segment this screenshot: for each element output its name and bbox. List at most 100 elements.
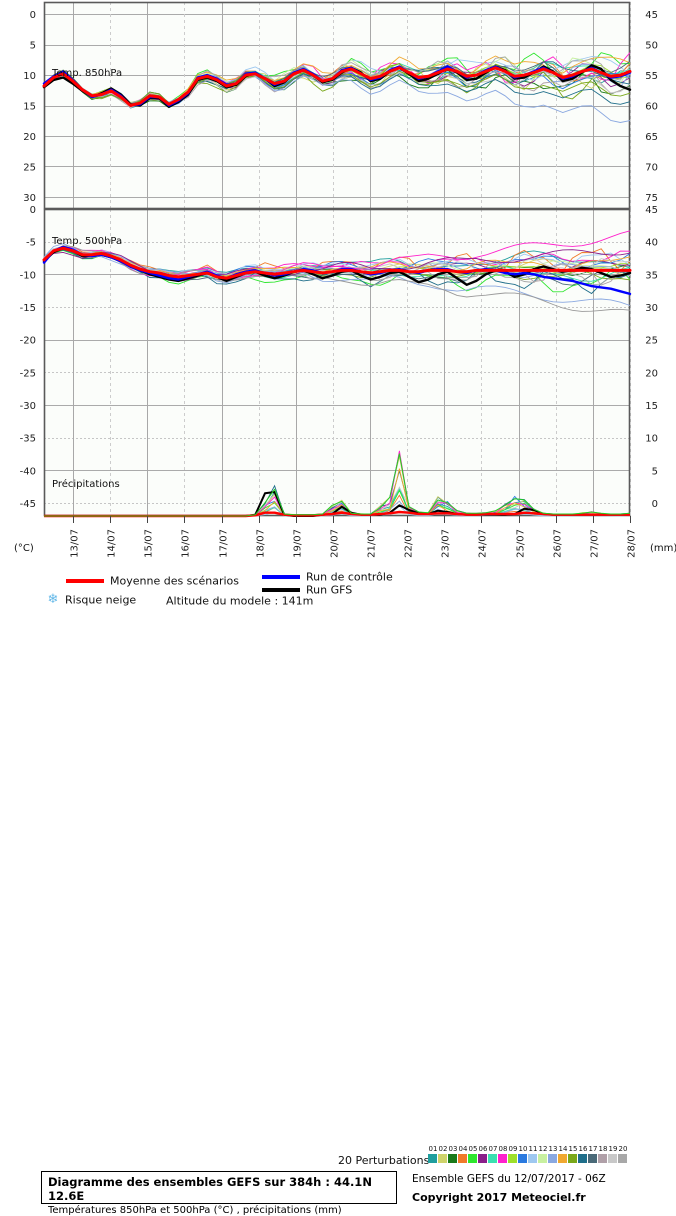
perturbation-number: 20 [618, 1145, 628, 1153]
legend-perturbations-block: 01 02 03 04 05 06 07 08 09 10 11 12 13 14 15 16 17 18 19 20 [428, 1145, 628, 1163]
chart-canvas: 302520151050757065605550450-5-10-15-20-2… [14, 1, 676, 558]
perturbation-swatch [548, 1154, 557, 1163]
perturbation-swatch [468, 1154, 477, 1163]
date-tick-label: 14/07 [107, 529, 118, 558]
legend-gfs-swatch [262, 588, 300, 592]
perturbation-swatch [618, 1154, 627, 1163]
axis-tick-label: 30 [645, 303, 658, 314]
axis-tick-label: 50 [645, 41, 658, 52]
legend-area: Moyenne des scénarios Run de contrôle Ru… [0, 567, 676, 1216]
perturbation-number: 04 [458, 1145, 468, 1153]
axis-tick-label: 40 [645, 238, 658, 249]
perturbation-number: 10 [518, 1145, 528, 1153]
axis-tick-label: -25 [20, 368, 36, 379]
perturbation-swatch [538, 1154, 547, 1163]
perturbation-number: 13 [548, 1145, 558, 1153]
temp-850hpa-panel-label: Temp. 850hPa [51, 68, 122, 79]
perturbation-number: 03 [448, 1145, 458, 1153]
perturbation-swatch [598, 1154, 607, 1163]
legend-perturbations-label: 20 Perturbations [338, 1154, 430, 1167]
legend-altitude-label: Altitude du modele : 141m [166, 594, 314, 608]
perturbation-swatch [528, 1154, 537, 1163]
axis-tick-label: 65 [645, 132, 658, 143]
axis-tick-label: 35 [645, 270, 658, 281]
date-tick-label: 13/07 [70, 529, 81, 558]
perturbation-swatch [498, 1154, 507, 1163]
perturbation-number: 08 [498, 1145, 508, 1153]
axis-tick-label: 10 [645, 434, 658, 445]
legend-snow-label: Risque neige [65, 593, 137, 607]
perturbation-number: 07 [488, 1145, 498, 1153]
perturbation-number: 12 [538, 1145, 548, 1153]
perturbation-swatch [578, 1154, 587, 1163]
legend-mean: Moyenne des scénarios [66, 574, 239, 588]
perturbation-swatch [428, 1154, 437, 1163]
snowflake-icon: ❄ [47, 592, 59, 607]
legend-mean-swatch [66, 579, 104, 583]
perturbation-swatch [508, 1154, 517, 1163]
perturbation-swatch [588, 1154, 597, 1163]
temp-500hpa-lines [42, 230, 632, 312]
perturbation-number: 18 [598, 1145, 608, 1153]
legend-altitude: Altitude du modele : 141m [166, 594, 313, 608]
perturbation-swatch [458, 1154, 467, 1163]
axis-tick-label: -15 [20, 303, 36, 314]
date-tick-label: 18/07 [256, 529, 267, 558]
axis-tick-label: 15 [645, 401, 658, 412]
date-tick-label: 19/07 [293, 529, 304, 558]
perturbation-number: 01 [428, 1145, 438, 1153]
perturbation-number: 15 [568, 1145, 578, 1153]
axis-tick-label: -45 [20, 499, 36, 510]
legend-mean-label: Moyenne des scénarios [110, 574, 239, 588]
perturbation-swatch [478, 1154, 487, 1163]
axis-tick-label: 25 [23, 162, 36, 173]
perturbation-swatch [608, 1154, 617, 1163]
date-tick-label: 15/07 [144, 529, 155, 558]
legend-control-swatch [262, 575, 300, 579]
perturbation-number: 14 [558, 1145, 568, 1153]
axis-tick-label: 45 [645, 10, 658, 21]
perturbation-swatch [568, 1154, 577, 1163]
perturbation-number: 09 [508, 1145, 518, 1153]
perturbation-swatch [438, 1154, 447, 1163]
perturbation-swatch [558, 1154, 567, 1163]
axis-tick-label: 20 [645, 368, 658, 379]
axis-tick-label: 0 [30, 10, 36, 21]
date-tick-label: 22/07 [404, 529, 415, 558]
perturbation-number: 02 [438, 1145, 448, 1153]
axis-tick-label: 30 [23, 193, 36, 204]
right-axis-unit: (mm) [650, 543, 676, 554]
axis-tick-label: 5 [652, 466, 658, 477]
perturbation-number: 19 [608, 1145, 618, 1153]
perturbation-numbers: 01 02 03 04 05 06 07 08 09 10 11 12 13 14 15 16 17 18 19 20 [428, 1145, 628, 1154]
legend-gfs: Run GFS [262, 583, 352, 597]
page-subtitle: Températures 850hPa et 500hPa (°C) , pré… [48, 1205, 342, 1216]
legend-control-label: Run de contrôle [306, 570, 393, 584]
ensemble-info: Ensemble GEFS du 12/07/2017 - 06Z [412, 1173, 606, 1185]
left-axis-unit: (°C) [14, 543, 34, 554]
axis-tick-label: 10 [23, 71, 36, 82]
legend-snow: ❄ Risque neige [47, 592, 137, 607]
axis-tick-label: 15 [23, 102, 36, 113]
perturbation-number: 16 [578, 1145, 588, 1153]
perturbation-number: 17 [588, 1145, 598, 1153]
perturbation-number: 05 [468, 1145, 478, 1153]
axis-tick-label: 5 [30, 41, 36, 52]
temp-500hpa-panel-label: Temp. 500hPa [51, 236, 122, 247]
date-tick-label: 26/07 [553, 529, 564, 558]
date-tick-label: 27/07 [590, 529, 601, 558]
temp-850hpa-lines [42, 52, 632, 123]
axis-tick-label: 55 [645, 71, 658, 82]
legend-gfs-label: Run GFS [306, 583, 353, 597]
date-tick-label: 21/07 [367, 529, 378, 558]
date-tick-label: 23/07 [441, 529, 452, 558]
date-tick-label: 17/07 [219, 529, 230, 558]
axis-tick-label: -20 [20, 336, 36, 347]
axis-tick-label: 75 [645, 193, 658, 204]
legend-control: Run de contrôle [262, 570, 393, 584]
perturbation-swatch [518, 1154, 527, 1163]
date-tick-label: 16/07 [181, 529, 192, 558]
axis-tick-label: -10 [20, 270, 36, 281]
perturbation-swatches [428, 1154, 628, 1163]
